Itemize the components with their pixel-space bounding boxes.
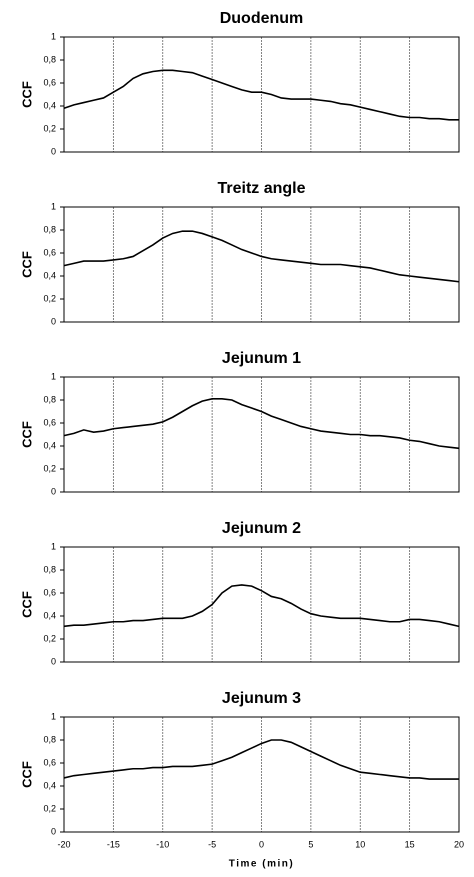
y-tick-label: 0 [51,656,56,666]
x-tick-label: 15 [405,839,415,849]
y-tick-label: 0,2 [43,803,56,813]
y-tick-label: 1 [51,31,56,41]
y-tick-label: 0,8 [43,734,56,744]
y-tick-label: 0,6 [43,587,56,597]
y-tick-label: 1 [51,371,56,381]
chart-title: Duodenum [220,10,304,27]
y-tick-label: 0 [51,316,56,326]
y-tick-label: 0,4 [43,610,56,620]
y-tick-label: 0,4 [43,100,56,110]
y-tick-label: 0 [51,486,56,496]
y-axis-label: CCF [19,421,34,448]
y-tick-label: 0,2 [43,463,56,473]
chart-title: Jejunum 2 [222,520,301,537]
x-tick-label: -10 [156,839,169,849]
y-tick-label: 0,8 [43,394,56,404]
y-tick-label: 0 [51,826,56,836]
chart-title: Treitz angle [217,180,305,197]
plot-frame [63,546,460,663]
y-axis-label: CCF [19,251,34,278]
y-tick-label: 0,4 [43,270,56,280]
x-axis-label: Time (min) [229,859,294,870]
y-tick-label: 1 [51,711,56,721]
y-tick-label: 0,2 [43,293,56,303]
x-tick-label: 0 [259,839,264,849]
y-tick-label: 0,6 [43,77,56,87]
y-tick-label: 0,2 [43,123,56,133]
x-tick-label: -20 [57,839,70,849]
y-tick-label: 0 [51,146,56,156]
line [63,739,459,780]
line [63,230,460,283]
y-tick-label: 0,8 [43,224,56,234]
x-tick-label: -15 [107,839,120,849]
plot-frame [63,206,460,323]
y-axis-label: CCF [19,591,34,618]
y-tick-label: 0,6 [43,247,56,257]
y-axis-label: CCF [19,761,34,788]
y-tick-label: 0,8 [43,54,56,64]
y-tick-label: 0,6 [43,757,56,767]
y-tick-label: 0,2 [43,633,56,643]
chart-title: Jejunum 3 [222,690,301,707]
plot-frame [63,36,460,153]
y-tick-label: 0,6 [43,417,56,427]
y-tick-label: 0,4 [43,780,56,790]
y-tick-label: 0,4 [43,440,56,450]
y-tick-label: 1 [51,541,56,551]
y-tick-label: 0,8 [43,564,56,574]
x-tick-label: 20 [454,839,464,849]
line [63,69,459,121]
y-tick-label: 1 [51,201,56,211]
y-axis-label: CCF [19,81,34,108]
chart-title: Jejunum 1 [222,350,301,367]
x-tick-label: 10 [355,839,365,849]
x-tick-label: 5 [308,839,313,849]
plot-frame [63,376,460,493]
plot-frame [63,716,460,833]
line [63,398,460,450]
line [63,584,460,628]
x-tick-label: -5 [208,839,216,849]
